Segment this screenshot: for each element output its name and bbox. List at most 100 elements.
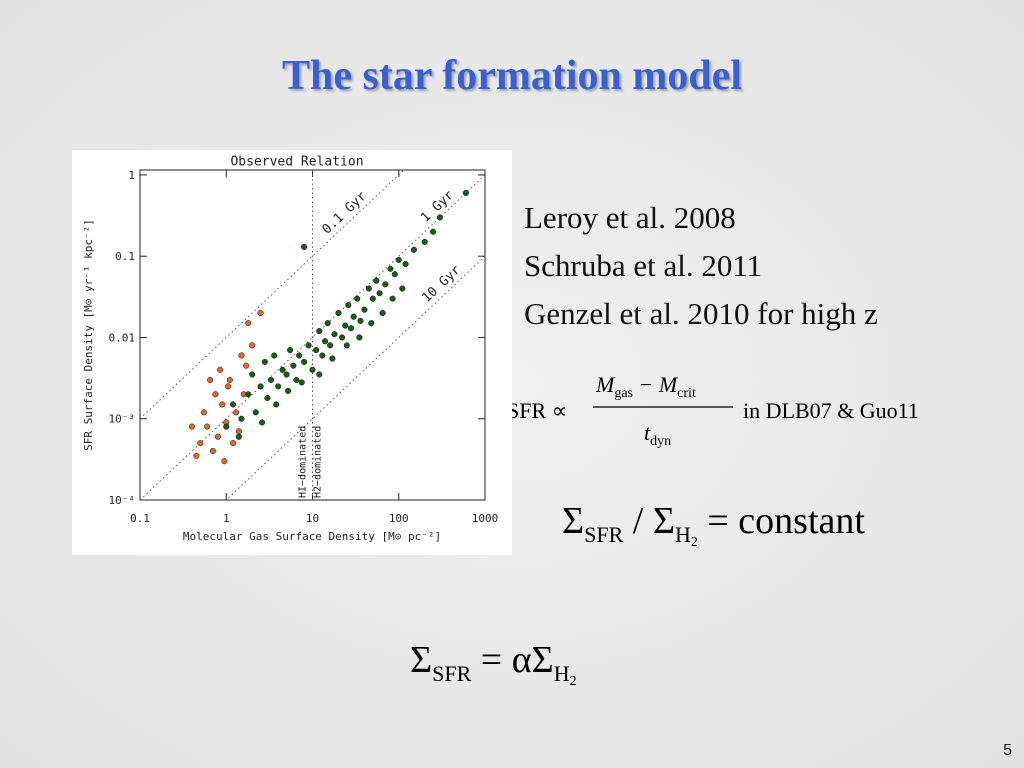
subscript: crit (677, 386, 696, 401)
scatter-point (252, 409, 259, 416)
scatter-point (275, 383, 282, 390)
scatter-point (301, 243, 308, 250)
scatter-point (233, 409, 240, 416)
scatter-point (287, 347, 294, 354)
scatter-point (342, 322, 349, 329)
scatter-point (243, 362, 250, 369)
symbol: / Σ (623, 500, 675, 542)
symbol: = αΣ (471, 639, 553, 681)
scatter-point (197, 440, 204, 447)
y-tick-label: 10⁻³ (109, 413, 136, 426)
scatter-point (258, 419, 266, 426)
reference: Genzel et al. 2010 for high z (524, 296, 878, 331)
y-tick-label: 1 (128, 169, 135, 182)
reference: Leroy et al. 2008 (524, 200, 736, 235)
scatter-point (391, 271, 398, 278)
subscript: dyn (650, 434, 671, 449)
scatter-point (402, 261, 409, 268)
x-tick-label: 1 (223, 512, 230, 525)
scatter-point (335, 309, 342, 317)
scatter-point (230, 401, 237, 408)
divide-label: H2−dominated (313, 426, 324, 498)
scatter-point (217, 366, 224, 373)
x-tick-label: 100 (389, 512, 409, 525)
scatter-point (204, 423, 211, 430)
scatter-point (207, 376, 214, 384)
scatter-point (230, 440, 237, 447)
scatter-point (350, 313, 357, 320)
scatter-point (225, 383, 232, 390)
scatter-point (387, 265, 394, 272)
scatter-point (354, 295, 361, 302)
scatter-point (313, 347, 320, 354)
symbol: Σ (410, 639, 432, 681)
x-tick-label: 0.1 (130, 512, 150, 525)
subscript: H (554, 661, 570, 686)
scatter-point (436, 214, 443, 221)
scatter-point (293, 376, 300, 384)
scatter-point (421, 238, 428, 245)
scatter-point (200, 409, 207, 416)
scatter-point (226, 376, 233, 384)
scatter-point (279, 366, 286, 373)
scatter-point (382, 281, 389, 288)
eq1-note: in DLB07 & Guo11 (743, 398, 919, 423)
subscript: SFR (584, 522, 623, 547)
eq1-lhs: SFR ∝ (507, 398, 567, 423)
reference: Schruba et al. 2011 (524, 248, 763, 283)
scatter-point (361, 306, 368, 313)
scatter-point (462, 189, 469, 197)
slide-title: The star formation model (281, 53, 742, 99)
page-number: 5 (1003, 742, 1012, 759)
scatter-point (193, 452, 200, 459)
symbol: M (595, 372, 616, 397)
scatter-point (430, 228, 437, 235)
scatter-point (283, 371, 290, 378)
scatter-point (373, 277, 380, 284)
scatter-point (356, 334, 363, 341)
subscript: gas (614, 386, 633, 401)
scatter-point (327, 342, 334, 349)
scatter-point (399, 285, 406, 292)
y-axis-label: SFR Surface Density [M⊙ yr⁻¹ kpc⁻²] (82, 219, 95, 451)
scatter-point (298, 379, 305, 386)
scatter-point (267, 376, 275, 384)
equation-3: ΣSFR = αΣH2 (410, 639, 577, 689)
scatter-point (273, 401, 280, 408)
eq1-denominator: tdyn (644, 420, 671, 449)
scatter-point (301, 358, 308, 365)
chart-background (72, 150, 512, 555)
scatter-point (235, 428, 242, 435)
scatter-point (410, 246, 417, 253)
divide-label: HI−dominated (298, 426, 309, 498)
scatter-point (257, 309, 264, 317)
scatter-point (316, 327, 323, 335)
scatter-point (249, 342, 256, 349)
scatter-point (223, 423, 230, 430)
chart-title: Observed Relation (230, 155, 363, 170)
y-tick-label: 10⁻⁴ (109, 494, 136, 507)
subscript: 2 (691, 535, 698, 550)
scatter-point (324, 320, 331, 327)
scatter-point (329, 355, 336, 362)
scatter-point (188, 423, 195, 430)
plot-area (140, 170, 485, 500)
scatter-point (305, 342, 312, 349)
scatter-point (245, 320, 252, 327)
scatter-point (343, 342, 350, 349)
scatter-point (322, 338, 329, 345)
symbol: − M (633, 372, 679, 397)
scatter-point (296, 352, 303, 359)
symbol: = constant (698, 500, 866, 542)
scatter-point (379, 309, 386, 317)
scatter-point (357, 317, 364, 324)
scatter-point (348, 325, 355, 332)
eq1-numerator: Mgas − Mcrit (595, 372, 696, 401)
scatter-point (209, 448, 216, 455)
scatter-point (395, 256, 402, 263)
scatter-point (319, 352, 326, 359)
scatter-point (249, 371, 256, 378)
scatter-point (345, 302, 352, 309)
